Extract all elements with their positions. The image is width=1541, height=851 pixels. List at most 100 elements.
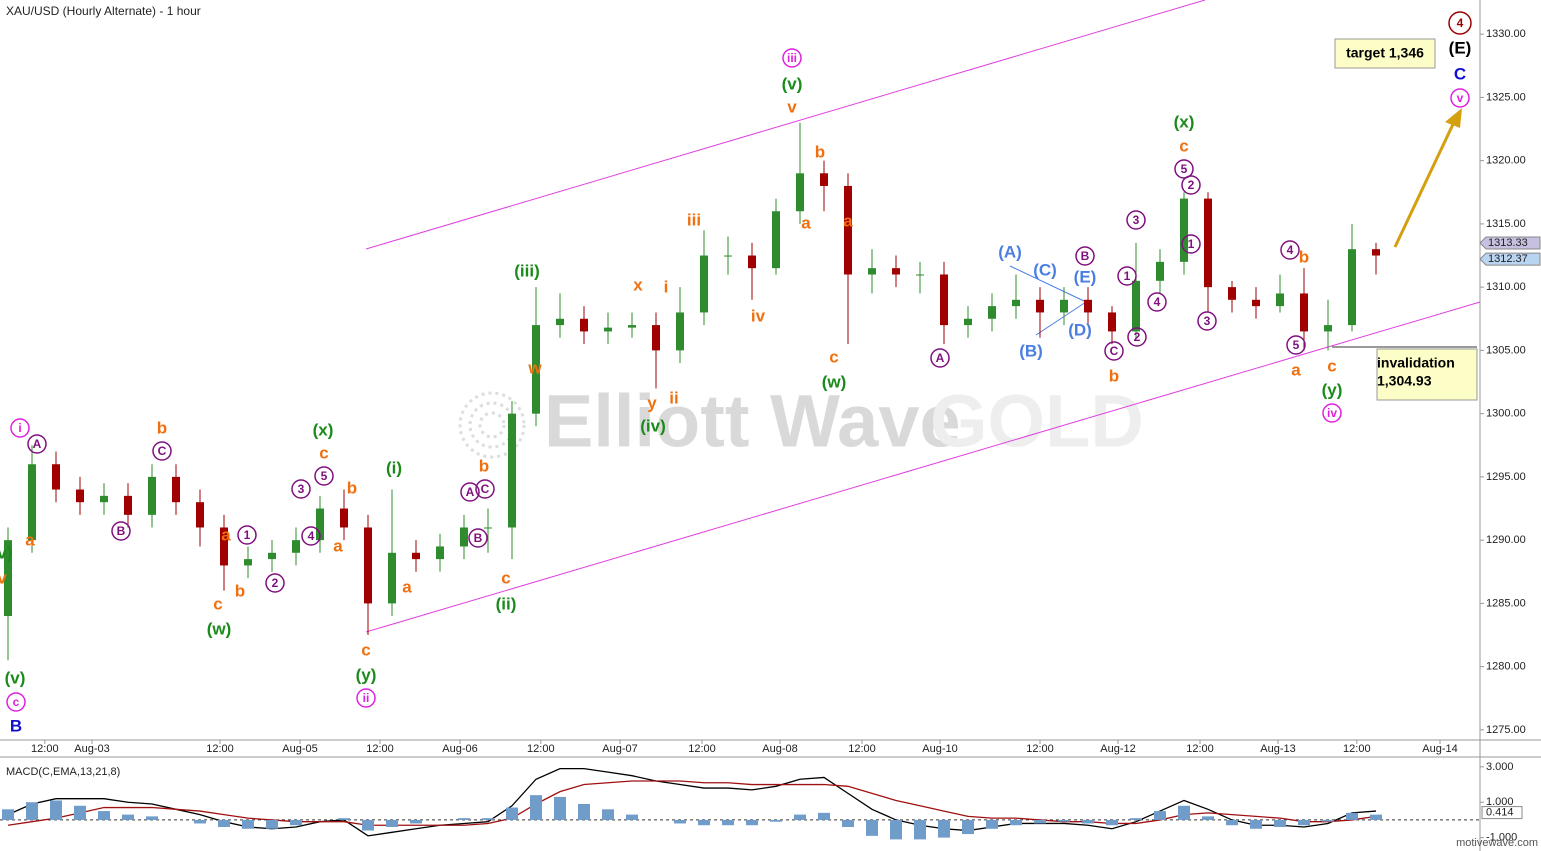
- wave-label: (x): [1174, 112, 1195, 131]
- macd-histogram-bar: [890, 819, 902, 840]
- wave-text: c: [501, 568, 510, 587]
- macd-histogram-bar: [386, 819, 398, 827]
- macd-histogram-bar: [290, 819, 302, 826]
- wave-label: C: [152, 441, 172, 461]
- candle-body: [556, 318, 564, 326]
- x-tick-label: 12:00: [366, 743, 394, 755]
- wave-label: 2: [265, 573, 285, 593]
- candle-body: [628, 325, 636, 328]
- wave-text: (iv): [640, 416, 666, 435]
- candle-body: [460, 527, 468, 547]
- wave-label: b: [235, 581, 245, 600]
- macd-histogram-bar: [626, 814, 638, 820]
- y-tick-label: 1280.00: [1486, 661, 1526, 673]
- candle-body: [820, 173, 828, 186]
- wave-label: v: [0, 568, 7, 587]
- macd-histogram-bar: [1298, 819, 1310, 826]
- price-tag-label: 1313.33: [1488, 237, 1528, 249]
- candle-body: [1348, 249, 1356, 326]
- candle-body: [412, 552, 420, 560]
- wave-label: b: [815, 142, 825, 161]
- wave-label: ii: [356, 688, 376, 708]
- macd-histogram-bar: [842, 819, 854, 827]
- wave-text: w: [527, 358, 542, 377]
- x-tick-label: 12:00: [1186, 743, 1214, 755]
- macd-value-tag: [1481, 806, 1523, 820]
- y-tick-label: 1275.00: [1486, 724, 1526, 736]
- wave-label: (ii): [496, 594, 517, 613]
- wave-label: B: [111, 521, 131, 541]
- wave-label: (v): [5, 668, 26, 687]
- macd-histogram-bar: [242, 819, 254, 829]
- macd-histogram-bar: [218, 819, 230, 827]
- x-tick-label: Aug-03: [74, 743, 109, 755]
- wave-label: (v): [782, 74, 803, 93]
- wave-circle: [1197, 311, 1217, 331]
- wave-label: (x): [313, 420, 334, 439]
- arrow-head: [1445, 108, 1462, 128]
- wave-text: C: [481, 482, 490, 496]
- wave-label: A: [460, 482, 480, 502]
- macd-histogram-bar: [1250, 819, 1262, 829]
- wave-label: 3: [291, 479, 311, 499]
- wave-label: ii: [669, 388, 678, 407]
- candle-body: [988, 306, 996, 319]
- wave-label: a: [1291, 360, 1301, 379]
- macd-title: MACD(C,EMA,13,21,8): [6, 766, 120, 778]
- wave-label: (y): [1322, 380, 1343, 399]
- wave-text: (w): [822, 372, 847, 391]
- x-tick-label: Aug-06: [442, 743, 477, 755]
- wave-label: b: [1299, 247, 1309, 266]
- invalidation-box: [1376, 348, 1478, 401]
- wave-text: A: [936, 351, 945, 365]
- x-tick-label: 12:00: [848, 743, 876, 755]
- wave-label: c: [6, 692, 26, 712]
- wave-text: 2: [1188, 178, 1195, 192]
- y-tick-label: 1290.00: [1486, 534, 1526, 546]
- wave-label: v: [1450, 88, 1470, 108]
- wave-circle: [1322, 403, 1342, 423]
- macd-histogram-bar: [410, 819, 422, 824]
- candle-body: [76, 489, 84, 503]
- wave-text: c: [361, 640, 370, 659]
- macd-histogram-bar: [1370, 814, 1382, 820]
- wave-circle: [237, 525, 257, 545]
- candle-body: [436, 546, 444, 560]
- wave-text: c: [1179, 136, 1188, 155]
- wave-text: ii: [363, 691, 370, 705]
- wave-text: a: [25, 530, 35, 549]
- candle-body: [484, 527, 492, 529]
- wave-text: 1: [1124, 269, 1131, 283]
- x-tick-label: 12:00: [206, 743, 234, 755]
- wave-text: 2: [1134, 330, 1141, 344]
- price-tag-label: 1312.37: [1488, 253, 1528, 265]
- candle-body: [52, 464, 60, 490]
- wave-text: 5: [321, 469, 328, 483]
- wave-text: A: [33, 437, 42, 451]
- wave-label: 4: [1448, 11, 1472, 35]
- wave-label: c: [213, 594, 222, 613]
- candle-body: [1060, 299, 1068, 313]
- macd-histogram-bar: [1346, 812, 1358, 820]
- macd-histogram-bar: [458, 818, 470, 820]
- macd-line: [7, 767, 1377, 837]
- wave-text: v: [1457, 91, 1464, 105]
- wave-label: 5: [314, 466, 334, 486]
- macd-histogram-bar: [50, 800, 62, 820]
- wave-text: b: [1109, 366, 1119, 385]
- wave-text: b: [479, 456, 489, 475]
- wave-text: (y): [356, 665, 377, 684]
- candle-body: [340, 508, 348, 528]
- wave-text: iii: [687, 210, 701, 229]
- x-tick-label: Aug-05: [282, 743, 317, 755]
- wave-circle: [1147, 292, 1167, 312]
- wave-label: b: [479, 456, 489, 475]
- macd-histogram-bar: [1322, 819, 1334, 822]
- wave-text: 5: [1293, 338, 1300, 352]
- wave-label: (iii): [514, 261, 540, 280]
- wave-circle: [1127, 327, 1147, 347]
- candle-body: [700, 255, 708, 313]
- wave-label: C: [1454, 64, 1466, 83]
- candle-body: [1252, 299, 1260, 307]
- wave-text: iv: [1327, 406, 1337, 420]
